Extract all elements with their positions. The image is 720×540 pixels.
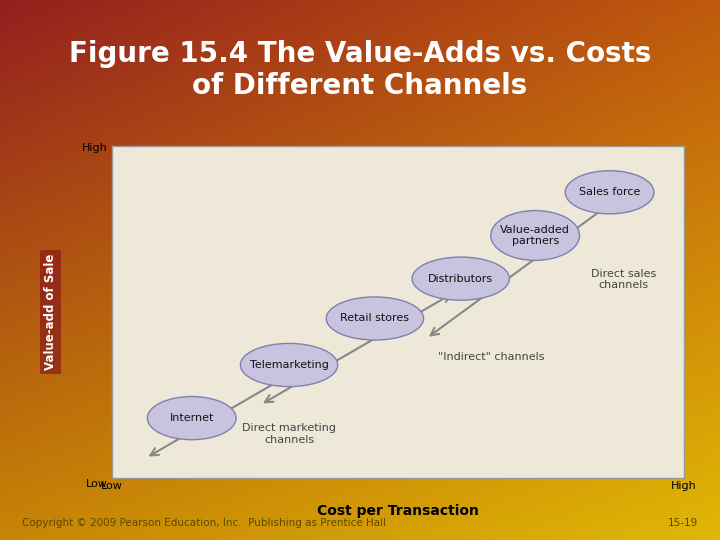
Text: Retail stores: Retail stores	[341, 314, 410, 323]
Ellipse shape	[412, 257, 510, 300]
Text: Sales force: Sales force	[579, 187, 640, 197]
Text: Direct sales
channels: Direct sales channels	[591, 269, 657, 291]
Text: High: High	[671, 481, 697, 491]
Ellipse shape	[326, 297, 423, 340]
Text: 15-19: 15-19	[668, 518, 698, 528]
Ellipse shape	[240, 343, 338, 387]
Text: "Indirect" channels: "Indirect" channels	[438, 352, 544, 362]
Text: Internet: Internet	[169, 413, 214, 423]
Ellipse shape	[148, 396, 236, 440]
Text: Distributors: Distributors	[428, 274, 493, 284]
Ellipse shape	[491, 211, 580, 260]
Text: Low: Low	[86, 479, 108, 489]
Text: Cost per Transaction: Cost per Transaction	[317, 504, 479, 518]
Text: Direct marketing
channels: Direct marketing channels	[242, 423, 336, 445]
Text: Telemarketing: Telemarketing	[250, 360, 328, 370]
Text: Value-add of Sale: Value-add of Sale	[44, 254, 57, 370]
Text: Value-added
partners: Value-added partners	[500, 225, 570, 246]
Text: Figure 15.4 The Value-Adds vs. Costs
of Different Channels: Figure 15.4 The Value-Adds vs. Costs of …	[69, 40, 651, 100]
Ellipse shape	[565, 171, 654, 214]
Text: High: High	[82, 143, 108, 153]
Text: Low: Low	[101, 481, 122, 491]
Text: Copyright © 2009 Pearson Education, Inc.  Publishing as Prentice Hall: Copyright © 2009 Pearson Education, Inc.…	[22, 518, 386, 528]
